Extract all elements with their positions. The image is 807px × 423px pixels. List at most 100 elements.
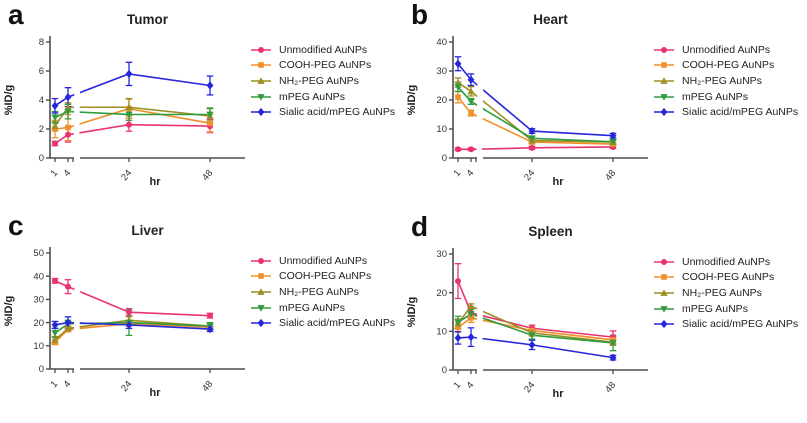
triangle-down-marker bbox=[454, 84, 462, 91]
series-line bbox=[54, 73, 211, 107]
legend-item: Sialic acid/mPEG AuNPs bbox=[250, 104, 395, 120]
series-line bbox=[457, 63, 614, 137]
legend-label: COOH-PEG AuNPs bbox=[682, 59, 775, 72]
x-tick-label: 48 bbox=[603, 380, 618, 395]
triangle-up-marker bbox=[660, 77, 668, 84]
y-tick-label: 20 bbox=[436, 95, 447, 106]
legend-liver: Unmodified AuNPs COOH-PEG AuNPs NH₂-PEG Au… bbox=[250, 253, 395, 331]
chart-title-tumor: Tumor bbox=[127, 12, 168, 27]
x-tick-label: 48 bbox=[603, 168, 618, 183]
x-tick-label: 4 bbox=[61, 168, 73, 179]
triangle-down-marker bbox=[660, 93, 668, 101]
series-line bbox=[457, 86, 614, 143]
series-line bbox=[54, 123, 211, 145]
diamond-marker bbox=[454, 333, 462, 343]
square-marker bbox=[455, 324, 461, 331]
legend-label: COOH-PEG AuNPs bbox=[279, 270, 372, 283]
circle-marker bbox=[661, 258, 667, 265]
axis-break-gap bbox=[476, 34, 484, 157]
legend-item: mPEG AuNPs bbox=[653, 89, 798, 105]
circle-legend-marker bbox=[251, 46, 271, 53]
diamond-marker bbox=[64, 93, 72, 102]
x-tick-label: 1 bbox=[451, 380, 463, 391]
diamond-marker bbox=[257, 319, 265, 328]
square-legend-marker bbox=[654, 62, 674, 69]
series-line bbox=[54, 107, 211, 130]
series-line bbox=[457, 313, 614, 344]
y-tick-label: 6 bbox=[39, 66, 44, 77]
diamond-marker bbox=[257, 108, 265, 117]
circle-marker bbox=[65, 283, 71, 290]
x-tick-label: 24 bbox=[522, 168, 537, 183]
chart-title-liver: Liver bbox=[131, 223, 164, 238]
triangle-up-marker bbox=[257, 77, 265, 84]
circle-marker bbox=[258, 46, 264, 53]
y-tick-label: 0 bbox=[39, 153, 44, 164]
legend-item: Sialic acid/mPEG AuNPs bbox=[653, 316, 798, 332]
diamond-marker bbox=[206, 324, 214, 334]
diamond-marker bbox=[609, 131, 617, 140]
x-axis-title: hr bbox=[553, 176, 565, 188]
square-marker bbox=[468, 315, 474, 321]
y-axis-title: %ID/g bbox=[406, 297, 418, 328]
circle-marker bbox=[126, 309, 132, 316]
legend-item: Unmodified AuNPs bbox=[250, 253, 395, 269]
legend-item: Unmodified AuNPs bbox=[653, 254, 798, 270]
x-tick-label: 24 bbox=[119, 379, 134, 394]
square-legend-marker bbox=[251, 273, 271, 280]
legend-label: Unmodified AuNPs bbox=[682, 255, 771, 268]
legend-item: Sialic acid/mPEG AuNPs bbox=[653, 104, 798, 120]
legend-label: NH₂-PEG AuNPs bbox=[682, 286, 762, 299]
y-tick-label: 40 bbox=[33, 271, 44, 282]
panel-spleen: d Spleen 0 10 20 30 1 4 24 48 hr %ID/g Unmodified… bbox=[403, 212, 806, 423]
y-tick-label: 30 bbox=[33, 295, 44, 306]
legend-item: mPEG AuNPs bbox=[653, 301, 798, 317]
legend-label: NH₂-PEG AuNPs bbox=[682, 74, 762, 87]
triangle-down-marker bbox=[64, 108, 72, 116]
triangle-up-marker bbox=[125, 103, 133, 111]
square-marker bbox=[258, 62, 264, 69]
chart-title-spleen: Spleen bbox=[528, 224, 573, 239]
y-tick-label: 4 bbox=[39, 95, 44, 106]
legend-label: mPEG AuNPs bbox=[279, 90, 345, 103]
y-tick-label: 10 bbox=[436, 327, 447, 338]
triangle-up-marker bbox=[660, 289, 668, 296]
legend-label: NH₂-PEG AuNPs bbox=[279, 285, 359, 298]
x-tick-label: 4 bbox=[464, 380, 476, 391]
x-tick-label: 48 bbox=[200, 168, 215, 183]
legend-item: COOH-PEG AuNPs bbox=[653, 270, 798, 286]
circle-legend-marker bbox=[654, 258, 674, 265]
axis-break-gap bbox=[476, 246, 484, 369]
legend-label: Sialic acid/mPEG AuNPs bbox=[279, 106, 396, 119]
y-tick-label: 30 bbox=[436, 66, 447, 77]
axis-break-gap bbox=[73, 34, 81, 157]
diamond-legend-marker bbox=[654, 320, 674, 329]
diamond-marker bbox=[528, 126, 536, 136]
legend-label: COOH-PEG AuNPs bbox=[279, 59, 372, 72]
legend-label: Unmodified AuNPs bbox=[682, 43, 771, 56]
triangle-down-marker bbox=[125, 111, 133, 119]
legend-item: mPEG AuNPs bbox=[250, 300, 395, 316]
triangle-up-marker bbox=[51, 336, 59, 343]
circle-marker bbox=[52, 140, 58, 147]
diamond-legend-marker bbox=[251, 319, 271, 328]
triangle-down-marker bbox=[467, 98, 475, 106]
legend-label: Sialic acid/mPEG AuNPs bbox=[682, 106, 799, 119]
diamond-marker bbox=[125, 69, 133, 78]
series-line bbox=[54, 110, 210, 119]
diamond-legend-marker bbox=[654, 108, 674, 117]
triangle-down-legend-marker bbox=[654, 93, 674, 101]
legend-item: NH₂-PEG AuNPs bbox=[653, 73, 798, 89]
x-tick-label: 48 bbox=[200, 379, 215, 394]
series-line bbox=[457, 280, 614, 338]
axis-break-gap bbox=[73, 245, 81, 368]
triangle-down-marker bbox=[51, 114, 59, 122]
legend-label: Unmodified AuNPs bbox=[279, 254, 368, 267]
chart-canvas-spleen: 0 10 20 30 1 4 24 48 hr %ID/g bbox=[406, 246, 648, 400]
panel-heart: b Heart 0 10 20 30 40 1 4 24 48 hr %ID/g Unmodifie… bbox=[403, 0, 806, 211]
series-line bbox=[457, 81, 614, 143]
circle-marker bbox=[207, 312, 213, 319]
series-line bbox=[457, 305, 614, 343]
series-line bbox=[54, 321, 211, 330]
legend-item: NH₂-PEG AuNPs bbox=[250, 73, 395, 89]
